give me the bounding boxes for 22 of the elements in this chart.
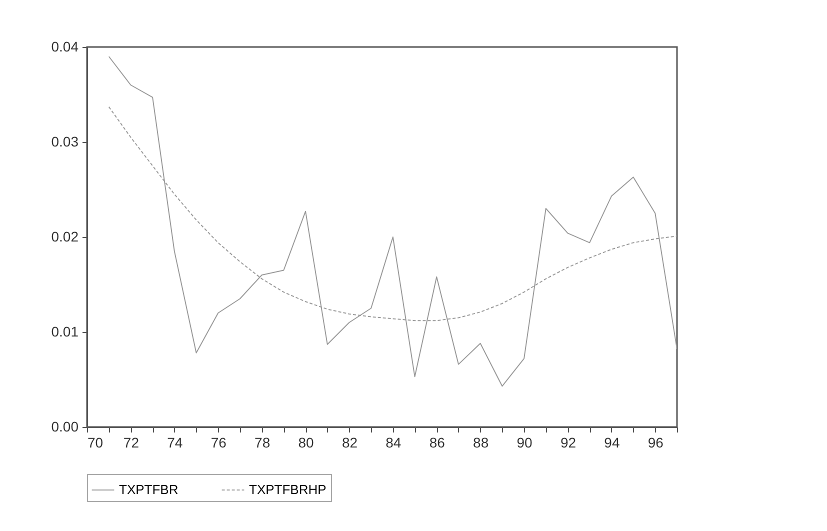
legend-label: TXPTFBRHP bbox=[249, 482, 326, 497]
x-tick-label: 70 bbox=[88, 434, 104, 450]
y-tick-label: 0.04 bbox=[51, 38, 79, 54]
x-tick-label: 76 bbox=[210, 434, 227, 450]
x-tick-label: 92 bbox=[560, 434, 576, 450]
legend-label: TXPTFBR bbox=[119, 482, 178, 497]
line-series bbox=[108, 56, 677, 387]
x-tick-label: 74 bbox=[167, 434, 183, 450]
x-tick-label: 88 bbox=[473, 434, 489, 450]
y-tick-label: 0.03 bbox=[51, 134, 79, 150]
x-tick-label: 78 bbox=[254, 434, 270, 450]
x-tick-label: 96 bbox=[648, 434, 664, 450]
x-tick-label: 94 bbox=[604, 434, 620, 450]
y-tick-label: 0.02 bbox=[51, 228, 79, 244]
x-tick-label: 90 bbox=[516, 434, 533, 450]
x-tick-label: 86 bbox=[429, 434, 446, 450]
x-tick-label: 82 bbox=[342, 434, 358, 450]
x-tick-label: 84 bbox=[386, 434, 402, 450]
y-tick-label: 0.01 bbox=[51, 324, 79, 340]
x-tick-label: 72 bbox=[123, 434, 140, 450]
x-tick-label: 80 bbox=[298, 434, 314, 450]
y-tick-label: 0.00 bbox=[51, 418, 79, 434]
